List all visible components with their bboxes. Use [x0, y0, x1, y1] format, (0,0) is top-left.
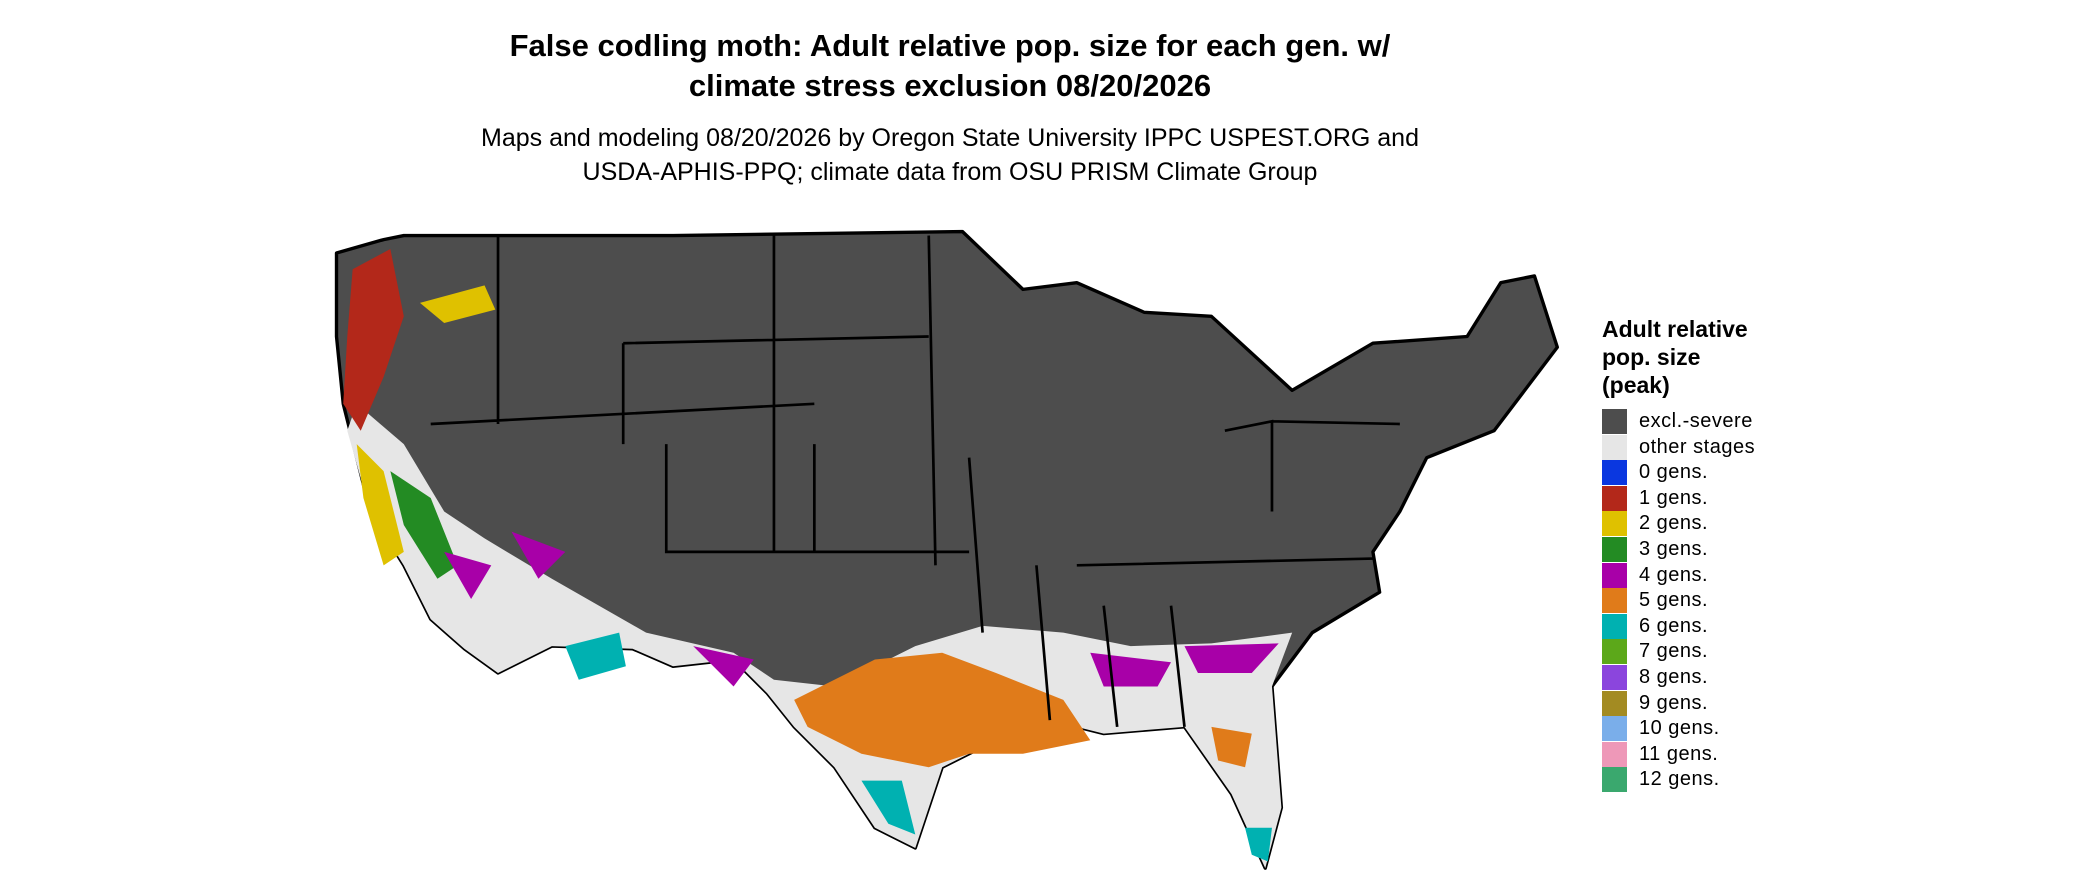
legend-label: 0 gens. — [1639, 461, 1709, 484]
map — [334, 229, 1560, 870]
legend-swatch — [1602, 665, 1627, 690]
legend-swatch — [1602, 716, 1627, 742]
legend-swatch — [1602, 588, 1627, 614]
legend-label: 2 gens. — [1639, 512, 1709, 535]
legend-item: 2 gens. — [1602, 511, 1709, 537]
legend-item: 7 gens. — [1602, 639, 1709, 665]
legend-label: other stages — [1639, 435, 1756, 458]
subtitle-line: Maps and modeling 08/20/2026 by Oregon S… — [481, 124, 1419, 152]
zone-1-gen — [343, 249, 404, 431]
legend-swatch — [1602, 460, 1627, 486]
legend-label: 5 gens. — [1639, 589, 1709, 612]
legend-label: 12 gens. — [1639, 768, 1720, 791]
legend-item: 4 gens. — [1602, 562, 1709, 588]
legend-label: 6 gens. — [1639, 614, 1709, 637]
legend-item: 12 gens. — [1602, 767, 1720, 793]
zone-3-gen — [390, 471, 458, 579]
legend-item: 0 gens. — [1602, 460, 1709, 486]
zone-5-gen — [794, 652, 1252, 768]
legend-swatch — [1602, 767, 1627, 793]
legend-item: 3 gens. — [1602, 537, 1708, 562]
legend-label: 3 gens. — [1639, 538, 1709, 560]
legend-swatch — [1602, 690, 1627, 716]
legend-swatch — [1602, 741, 1627, 767]
legend-item: 9 gens. — [1602, 690, 1709, 716]
legend-title: Adult relative — [1602, 316, 1748, 342]
legend-label: 11 gens. — [1639, 742, 1719, 765]
legend-label: 4 gens. — [1639, 563, 1709, 586]
legend-item: 5 gens. — [1602, 588, 1709, 614]
legend-swatch — [1602, 537, 1627, 562]
state-borders — [430, 235, 1400, 727]
legend-label: 10 gens. — [1639, 717, 1720, 740]
subtitle-line: USDA-APHIS-PPQ; climate data from OSU PR… — [582, 158, 1318, 186]
zone-4-gen — [444, 531, 1279, 687]
legend-swatch — [1602, 409, 1627, 434]
title-line: False codling moth: Adult relative pop. … — [509, 28, 1391, 63]
legend-item: excl.-severe — [1602, 409, 1753, 434]
legend-swatch — [1602, 639, 1627, 665]
legend-swatch — [1602, 511, 1627, 537]
legend-label: 9 gens. — [1639, 691, 1709, 714]
legend-title: (peak) — [1602, 372, 1670, 398]
legend-item: 11 gens. — [1602, 741, 1719, 767]
legend-item: 8 gens. — [1602, 665, 1708, 690]
legend-label: 8 gens. — [1639, 666, 1709, 688]
legend-label: excl.-severe — [1639, 410, 1753, 432]
other-stages-area — [347, 403, 1293, 869]
legend-swatch — [1602, 613, 1627, 639]
legend-item: 10 gens. — [1602, 716, 1720, 742]
legend-swatch — [1602, 562, 1627, 588]
legend-label: 1 gens. — [1639, 486, 1709, 509]
legend-swatch — [1602, 485, 1627, 511]
legend-item: other stages — [1602, 434, 1756, 460]
legend-title: pop. size — [1602, 344, 1701, 370]
title-line: climate stress exclusion 08/20/2026 — [688, 68, 1212, 103]
us-outline — [334, 229, 1560, 870]
legend-label: 7 gens. — [1639, 640, 1709, 663]
legend-item: 1 gens. — [1602, 485, 1709, 511]
legend-swatch — [1602, 434, 1627, 460]
legend-item: 6 gens. — [1602, 613, 1709, 639]
